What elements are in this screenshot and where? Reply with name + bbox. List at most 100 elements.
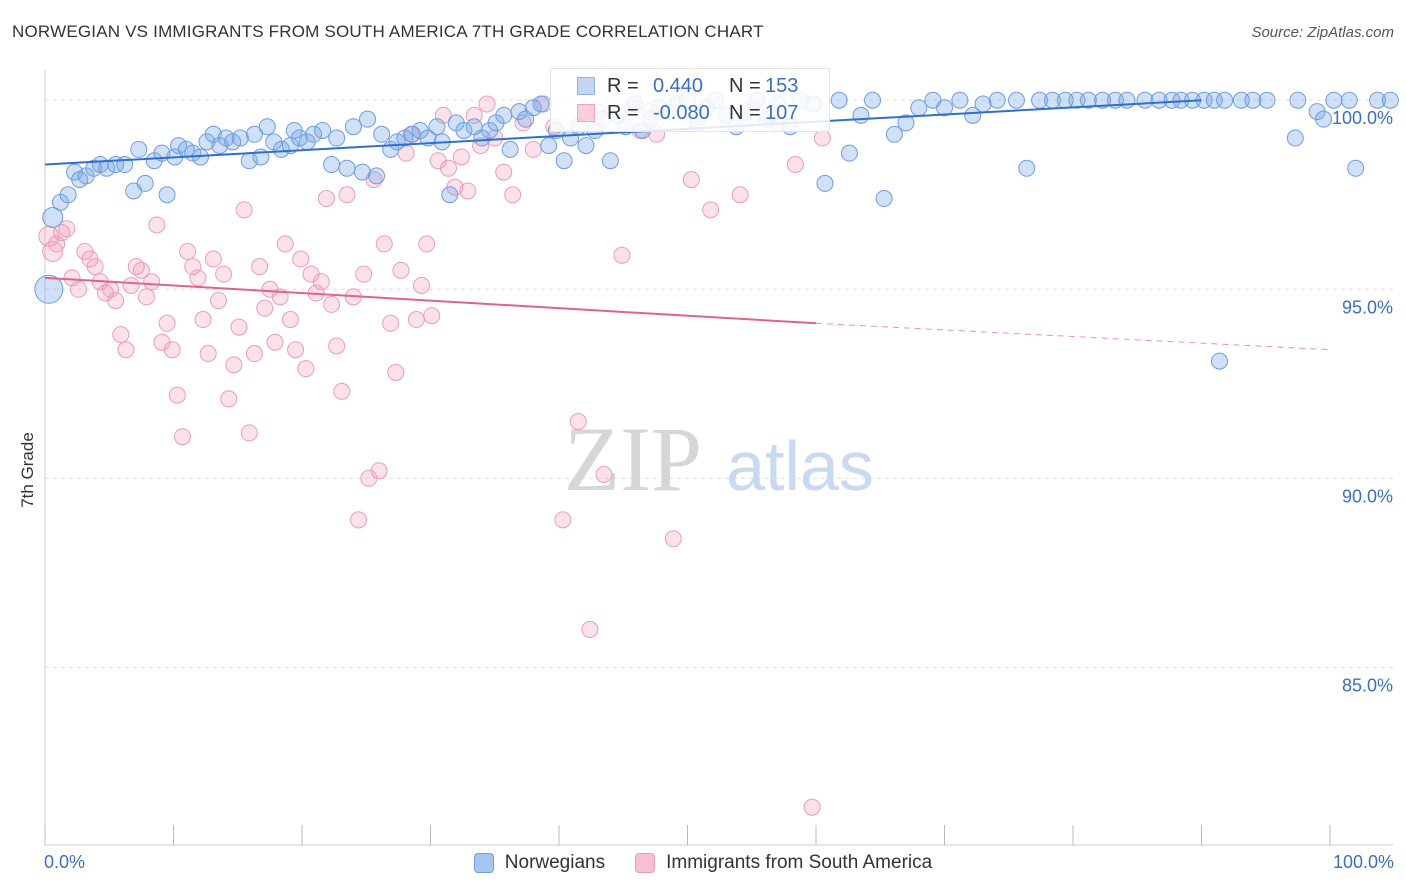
data-point-immigrants <box>731 186 749 204</box>
data-point-immigrants <box>418 235 436 253</box>
data-point-norwegians <box>1286 129 1304 147</box>
trend-line-norwegians <box>44 99 1202 166</box>
source-note: Source: ZipAtlas.com <box>1251 24 1394 41</box>
data-point-norwegians <box>272 140 290 158</box>
data-point-norwegians <box>359 110 377 128</box>
data-point-norwegians <box>396 129 414 147</box>
watermark-zip: ZIP <box>564 408 702 510</box>
data-point-norwegians <box>344 118 362 136</box>
data-point-norwegians <box>1136 91 1154 109</box>
data-point-norwegians <box>130 140 148 158</box>
data-point-immigrants <box>138 288 156 306</box>
data-point-immigrants <box>813 129 831 147</box>
data-point-norwegians <box>1258 91 1276 109</box>
data-point-norwegians <box>495 106 513 124</box>
data-point-immigrants <box>478 95 496 113</box>
data-point-immigrants <box>581 621 599 639</box>
data-point-immigrants <box>407 311 425 329</box>
data-point-norwegians <box>1007 91 1025 109</box>
data-point-norwegians <box>816 174 834 192</box>
data-point-immigrants <box>48 235 66 253</box>
data-point-norwegians <box>1315 110 1333 128</box>
data-point-norwegians <box>885 125 903 143</box>
trend-lines <box>44 99 1331 351</box>
data-point-norwegians <box>1210 352 1228 370</box>
data-point-immigrants <box>452 148 470 166</box>
data-point-immigrants <box>413 276 431 294</box>
y-tick-label: 90.0% <box>1342 486 1393 506</box>
legend-label-immigrants: Immigrants from South America <box>666 852 933 873</box>
legend-n-label: N = <box>729 74 761 97</box>
data-point-immigrants <box>423 307 441 325</box>
y-tick-label: 85.0% <box>1342 675 1393 695</box>
data-point-immigrants <box>375 235 393 253</box>
data-point-norwegians <box>951 91 969 109</box>
data-point-immigrants <box>702 201 720 219</box>
data-point-immigrants <box>682 171 700 189</box>
legend-label-norwegians: Norwegians <box>504 852 606 873</box>
x-tick-label-min: 0.0% <box>44 852 86 872</box>
data-point-immigrants <box>328 337 346 355</box>
data-point-immigrants <box>256 299 274 317</box>
zipatlas-watermark: ZIP atlas <box>564 408 874 510</box>
data-point-norwegians <box>875 190 893 208</box>
data-point-norwegians <box>1244 91 1262 109</box>
data-point-norwegians <box>1118 91 1136 109</box>
data-point-norwegians <box>964 106 982 124</box>
legend-r-label: R = <box>607 74 639 97</box>
data-point-immigrants <box>122 276 140 294</box>
legend-swatch-pink <box>577 104 595 122</box>
x-tick-label-max: 100.0% <box>1332 852 1394 872</box>
y-tick-label: 95.0% <box>1342 297 1393 317</box>
data-point-immigrants <box>189 269 207 287</box>
data-point-immigrants <box>184 258 202 276</box>
y-tick-label: 100.0% <box>1332 108 1393 128</box>
gridlines <box>45 99 1393 668</box>
data-point-immigrants <box>554 511 572 529</box>
data-point-norwegians <box>555 152 573 170</box>
data-point-immigrants <box>803 798 821 816</box>
data-point-immigrants <box>245 345 263 363</box>
data-point-norwegians <box>245 125 263 143</box>
data-point-immigrants <box>240 424 258 442</box>
data-point-norwegians <box>974 95 992 113</box>
data-point-immigrants <box>107 292 125 310</box>
data-point-norwegians <box>314 121 332 139</box>
data-point-norwegians <box>428 118 446 136</box>
data-point-immigrants <box>148 216 166 234</box>
data-point-immigrants <box>613 246 631 264</box>
watermark-atlas: atlas <box>726 427 874 505</box>
legend-n-value: 153 <box>765 74 799 97</box>
legend-swatch-immigrants <box>635 853 656 873</box>
data-point-norwegians <box>59 186 77 204</box>
legend-n-label: N = <box>729 101 761 124</box>
data-point-immigrants <box>163 341 181 359</box>
data-point-norwegians <box>1079 91 1097 109</box>
data-point-norwegians <box>1205 91 1223 109</box>
data-point-norwegians <box>601 152 619 170</box>
data-point-immigrants <box>297 360 315 378</box>
data-point-norwegians <box>224 133 242 151</box>
data-point-norwegians <box>524 99 542 117</box>
data-point-norwegians <box>852 106 870 124</box>
data-point-immigrants <box>112 326 130 344</box>
data-point-norwegians <box>910 99 928 117</box>
data-point-immigrants <box>194 311 212 329</box>
data-point-immigrants <box>495 163 513 181</box>
data-point-immigrants <box>235 201 253 219</box>
data-point-immigrants <box>333 382 351 400</box>
data-point-immigrants <box>786 156 804 174</box>
data-point-immigrants <box>370 462 388 480</box>
legend-item-norwegians[interactable]: Norwegians <box>473 852 606 874</box>
legend-n-value: 107 <box>765 101 799 124</box>
data-point-immigrants <box>439 159 457 177</box>
data-point-norwegians <box>1216 91 1234 109</box>
legend-item-immigrants[interactable]: Immigrants from South America <box>635 852 932 874</box>
data-point-immigrants <box>392 261 410 279</box>
legend-row-norwegians: R = 0.440 N = 153 <box>551 73 798 99</box>
data-point-norwegians <box>1369 91 1387 109</box>
data-point-immigrants <box>266 333 284 351</box>
data-point-immigrants <box>132 261 150 279</box>
y-tick-labels: 100.0% 95.0% 90.0% 85.0% <box>1332 108 1393 695</box>
data-point-immigrants <box>204 250 222 268</box>
